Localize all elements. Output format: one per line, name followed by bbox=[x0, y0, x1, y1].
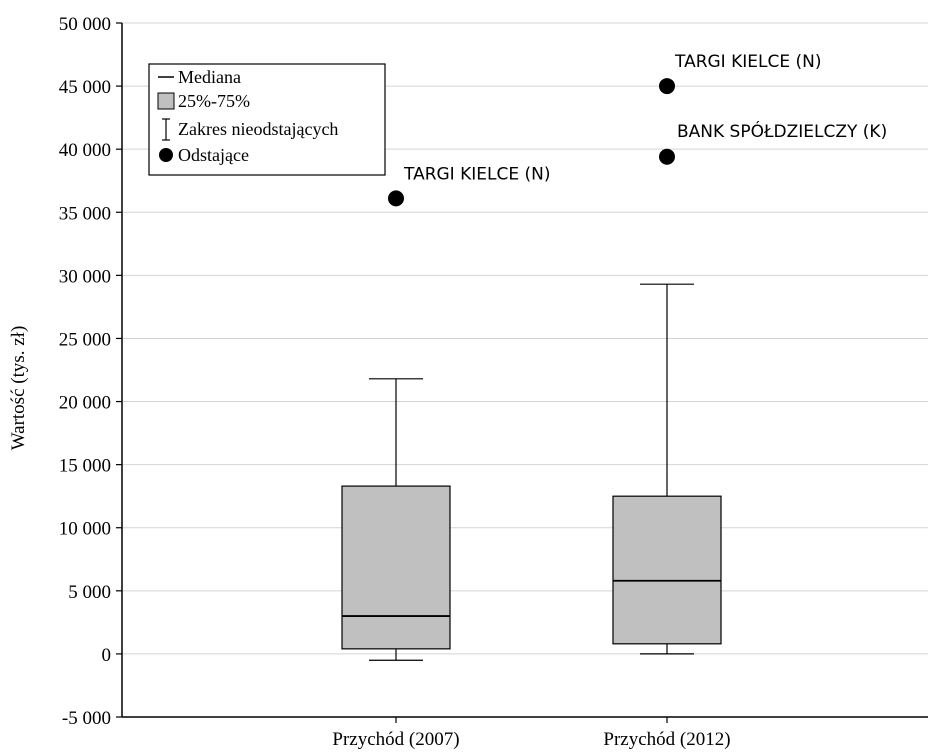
y-axis-label: Wartość (tys. zł) bbox=[8, 326, 29, 451]
y-tick-label: 35 000 bbox=[59, 203, 111, 224]
y-tick-label: 40 000 bbox=[59, 140, 111, 161]
y-tick-label: 20 000 bbox=[59, 393, 111, 414]
y-tick-label: 5 000 bbox=[68, 582, 111, 603]
x-category-label: Przychód (2012) bbox=[603, 729, 730, 750]
x-category-group: Przychód (2007) Przychód (2012) bbox=[332, 717, 731, 750]
y-tick-label: 50 000 bbox=[59, 14, 111, 35]
outlier-point bbox=[659, 148, 675, 165]
y-tick-label: 0 bbox=[102, 645, 112, 666]
y-tick-label: 30 000 bbox=[59, 266, 111, 287]
legend-outlier-swatch bbox=[159, 148, 173, 162]
y-tick-group: 50 000 45 000 40 000 35 000 30 000 25 000 20 0… bbox=[59, 14, 122, 729]
legend: Mediana 25%-75% Zakres nieodstających Od… bbox=[148, 63, 386, 176]
outlier-point bbox=[388, 190, 404, 207]
iqr-box bbox=[612, 495, 722, 645]
outlier-group: TARGI KIELCE (N) TARGI KIELCE (N) BANK SPÓ… bbox=[388, 52, 887, 207]
legend-frame bbox=[148, 63, 386, 176]
iqr-box bbox=[341, 485, 451, 650]
box-group bbox=[341, 283, 722, 661]
legend-median-label: Mediana bbox=[178, 67, 241, 87]
legend-box-swatch bbox=[157, 92, 175, 110]
y-tick-label: 45 000 bbox=[59, 77, 111, 98]
outlier-label: TARGI KIELCE (N) bbox=[403, 164, 550, 184]
x-category-label: Przychód (2007) bbox=[332, 729, 459, 750]
legend-box-label: 25%-75% bbox=[178, 91, 250, 111]
y-tick-label: -5 000 bbox=[62, 708, 111, 729]
outlier-label: TARGI KIELCE (N) bbox=[674, 52, 821, 72]
legend-whisker-swatch bbox=[162, 118, 170, 141]
outlier-label: BANK SPÓŁDZIELCZY (K) bbox=[677, 120, 887, 142]
outlier-point bbox=[659, 78, 675, 95]
y-tick-label: 25 000 bbox=[59, 329, 111, 350]
y-tick-label: 10 000 bbox=[59, 519, 111, 540]
legend-outlier-label: Odstające bbox=[178, 145, 249, 165]
legend-whisker-label: Zakres nieodstających bbox=[178, 119, 338, 139]
y-tick-label: 15 000 bbox=[59, 456, 111, 477]
